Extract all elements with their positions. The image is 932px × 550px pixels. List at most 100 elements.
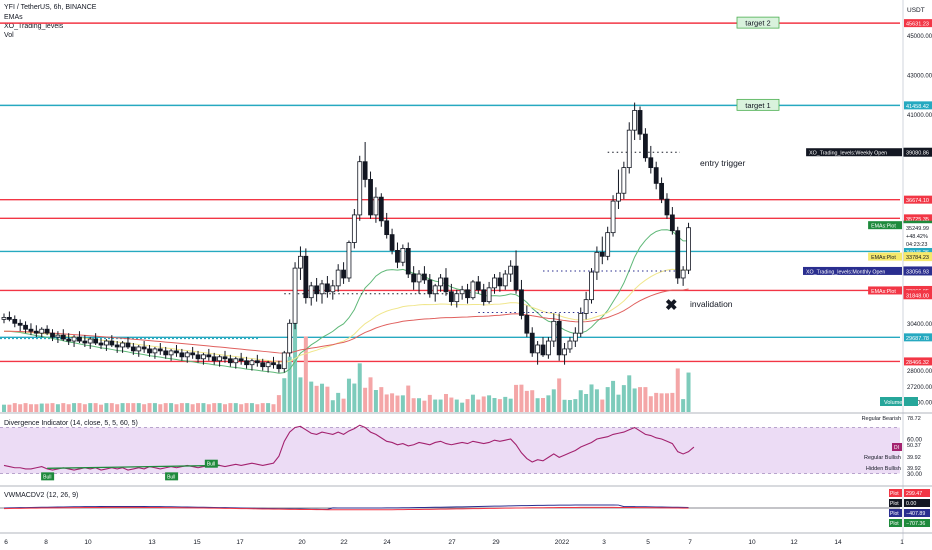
- price-label-tag: EMAs:Plot: [871, 289, 896, 295]
- symbol-title[interactable]: YFI / TetherUS, 6h, BINANCE: [4, 4, 97, 11]
- candle-down: [179, 352, 185, 358]
- candle-up: [292, 267, 298, 324]
- x-tick-label: 14: [834, 539, 842, 546]
- candle-up: [330, 285, 336, 293]
- volume-bar: [390, 393, 395, 412]
- volume-bar: [379, 387, 384, 412]
- candle-down: [524, 315, 530, 334]
- candle-down: [12, 318, 18, 324]
- indicator-emas[interactable]: EMAs: [4, 14, 23, 21]
- divergence-label: Regular Bullish: [864, 455, 901, 461]
- volume-bar: [492, 398, 497, 412]
- volume-bar: [578, 390, 583, 412]
- volume-bar: [206, 404, 211, 412]
- volume-bar: [524, 390, 529, 412]
- x-tick-label: 13: [148, 539, 156, 546]
- volume-bar: [514, 384, 519, 412]
- divergence-tick: 30.00: [907, 472, 923, 478]
- price-label-tag: EMAs:Plot: [871, 224, 896, 230]
- volume-bar: [363, 387, 368, 412]
- indicator-vol[interactable]: Vol: [4, 32, 14, 39]
- volume-bar: [260, 403, 265, 412]
- candle-up: [39, 328, 45, 334]
- candle-up: [400, 248, 406, 263]
- indicator-xo-levels[interactable]: XO_Trading_levels: [4, 23, 64, 30]
- volume-bar: [341, 398, 346, 412]
- candle-down: [260, 362, 266, 368]
- price-level-tag: [904, 19, 932, 28]
- volume-bar: [503, 396, 508, 412]
- divergence-label-value: 39.92: [907, 466, 921, 472]
- candle-up: [535, 344, 541, 354]
- volume-bar: [50, 403, 55, 412]
- candle-up: [308, 285, 314, 299]
- volume-bar: [611, 380, 616, 412]
- candle-up: [502, 273, 508, 287]
- volume-bar: [77, 403, 82, 412]
- candle-up: [55, 334, 61, 338]
- candle-up: [71, 336, 77, 342]
- volume-bar: [282, 378, 287, 412]
- volume-bar: [120, 403, 125, 412]
- candle-up: [438, 277, 443, 287]
- candle-down: [163, 350, 169, 356]
- volume-bar: [152, 403, 157, 412]
- candle-down: [529, 332, 535, 354]
- x-tick-label: 20: [298, 539, 306, 546]
- candle-up: [486, 287, 492, 303]
- price-label-value: 04:23:23: [906, 242, 927, 248]
- candle-down: [130, 346, 136, 352]
- volume-value-box: [904, 397, 918, 406]
- x-tick-label: 1: [900, 539, 904, 546]
- volume-bar: [530, 390, 535, 412]
- candle-down: [643, 133, 648, 159]
- divergence-label-value: 50.37: [907, 443, 921, 449]
- candle-down: [341, 269, 346, 279]
- candle-down: [324, 283, 330, 293]
- candle-down: [448, 291, 454, 303]
- volume-bar: [373, 390, 378, 412]
- candle-down: [481, 289, 487, 303]
- volume-bar: [460, 402, 465, 412]
- candle-up: [508, 265, 514, 275]
- volume-bar: [427, 394, 432, 412]
- candle-down: [23, 324, 28, 330]
- candle-down: [427, 279, 433, 295]
- x-tick-label: 5: [646, 539, 650, 546]
- candle-down: [303, 255, 309, 299]
- volume-bar: [190, 404, 195, 412]
- volume-bar: [476, 399, 481, 412]
- candle-down: [540, 344, 546, 356]
- candle-down: [664, 198, 670, 216]
- volume-bar: [99, 404, 104, 412]
- candle-up: [686, 227, 691, 271]
- y-tick-label: 30400.00: [907, 322, 932, 328]
- candle-down: [497, 277, 503, 287]
- candle-down: [599, 251, 605, 257]
- volume-bar: [169, 403, 174, 412]
- candle-down: [114, 344, 120, 348]
- volume-bar: [228, 403, 233, 412]
- volume-bar: [7, 404, 12, 412]
- x-tick-label: 3: [602, 539, 606, 546]
- candle-down: [475, 281, 481, 291]
- volume-bar: [12, 403, 17, 412]
- divergence-line: [3, 424, 695, 471]
- candle-down: [675, 230, 681, 279]
- price-label-value: 31848.00: [906, 293, 929, 299]
- volume-bar: [557, 378, 562, 412]
- candle-up: [416, 273, 422, 283]
- volume-bar: [320, 383, 325, 412]
- candle-down: [637, 110, 643, 135]
- candle-up: [265, 362, 271, 368]
- volume-bar: [72, 403, 77, 412]
- volume-bar: [303, 336, 308, 412]
- candle-down: [422, 273, 427, 281]
- candle-down: [66, 338, 72, 342]
- volume-bar: [535, 398, 540, 412]
- x-tick-label: 22: [340, 539, 348, 546]
- vwmacd-signal-line: [3, 506, 689, 511]
- price-label-tag: EMAs:Plot: [871, 255, 896, 261]
